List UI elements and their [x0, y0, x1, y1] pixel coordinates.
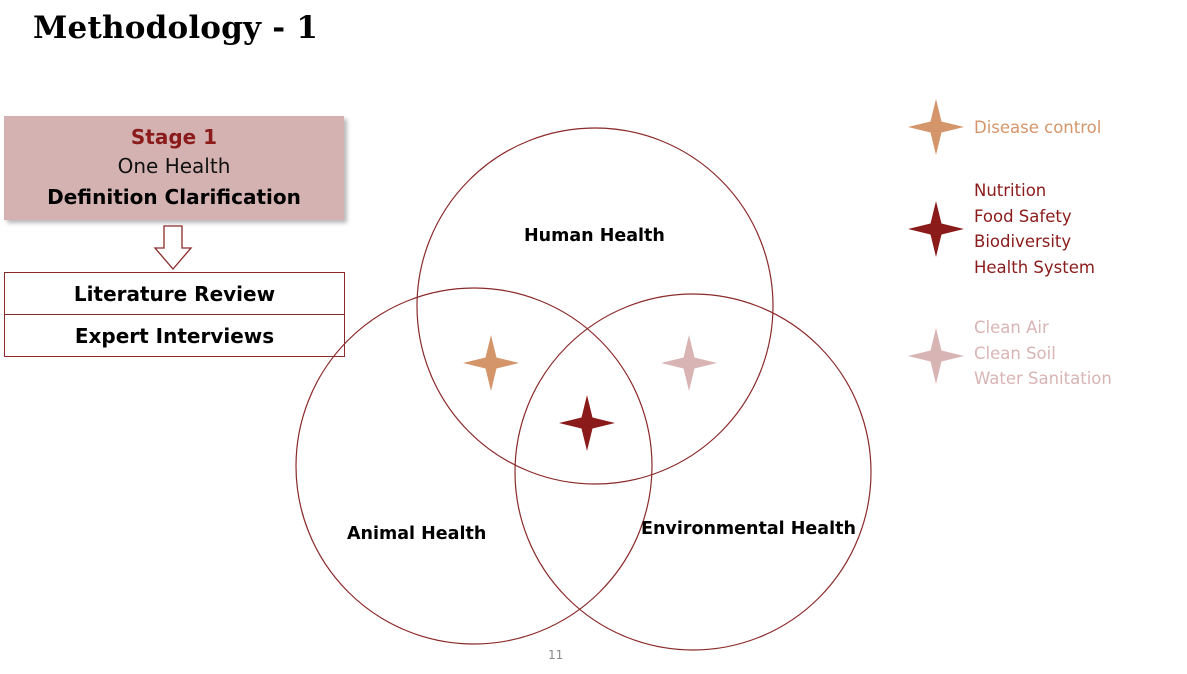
literature-review-box: Literature Review: [4, 272, 345, 315]
stage-subtitle: One Health: [117, 154, 231, 178]
stage-description: Definition Clarification: [47, 185, 301, 209]
legend-environment-star-icon: [908, 328, 964, 384]
expert-interviews-box: Expert Interviews: [4, 314, 345, 357]
animal-health-circle: [295, 287, 653, 645]
page-number: 11: [548, 648, 564, 662]
down-arrow-icon: [153, 225, 193, 270]
legend-item: Disease control: [974, 118, 1102, 137]
legend-group-disease: Disease control: [974, 115, 1101, 141]
slide-title: Methodology - 1: [33, 10, 319, 46]
legend-item: Health System: [974, 257, 1095, 277]
human-health-circle: [416, 127, 774, 485]
legend-item: Food Safety: [974, 206, 1072, 226]
legend-group-core: Nutrition Food Safety Biodiversity Healt…: [974, 178, 1095, 280]
legend-core-star-icon: [908, 201, 964, 257]
environmental-health-label: Environmental Health: [641, 519, 856, 539]
human-health-label: Human Health: [524, 226, 665, 246]
legend-item: Nutrition: [974, 181, 1047, 200]
environmental-health-circle: [514, 293, 872, 651]
stage-label: Stage 1: [130, 125, 218, 149]
legend-item: Clean Air: [974, 318, 1049, 337]
legend-item: Biodiversity: [974, 232, 1072, 251]
disease-control-star-icon: [463, 335, 519, 391]
animal-health-label: Animal Health: [347, 524, 487, 544]
stage-box: Stage 1 One Health Definition Clarificat…: [4, 116, 344, 220]
environment-star-icon: [661, 335, 717, 391]
legend-item: Water Sanitation: [974, 369, 1112, 388]
one-health-star-icon: [559, 395, 615, 451]
legend-group-environment: Clean Air Clean Soil Water Sanitation: [974, 315, 1112, 392]
legend-item: Clean Soil: [974, 343, 1056, 363]
legend-disease-star-icon: [908, 99, 964, 155]
